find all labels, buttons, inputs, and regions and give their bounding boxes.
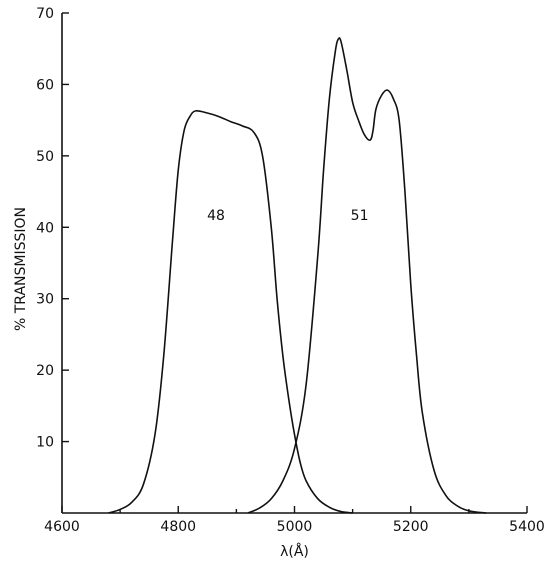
series-line-48 bbox=[108, 109, 353, 514]
y-tick-label: 10 bbox=[36, 435, 54, 451]
y-tick-label: 40 bbox=[36, 220, 54, 236]
x-tick-label: 5400 bbox=[509, 519, 545, 535]
x-axis-label: λ(Å) bbox=[280, 543, 309, 560]
y-tick-label: 30 bbox=[36, 292, 54, 308]
y-axis-label: % TRANSMISSION bbox=[13, 207, 29, 331]
y-tick-label: 60 bbox=[36, 77, 54, 93]
x-tick-label: 5000 bbox=[277, 519, 313, 535]
annotations: 48 51 bbox=[207, 208, 368, 224]
y-tick-label: 50 bbox=[36, 149, 54, 165]
curve-label-51: 51 bbox=[351, 208, 369, 224]
x-tick-label: 4800 bbox=[160, 519, 196, 535]
y-tick-label: 20 bbox=[36, 363, 54, 379]
series-group bbox=[108, 37, 487, 514]
curve-label-48: 48 bbox=[207, 208, 225, 224]
y-tick-label: 70 bbox=[36, 6, 54, 22]
x-tick-label: 5200 bbox=[393, 519, 429, 535]
ticks: 4600 4800 5000 5200 5400 10 20 30 40 50 60 70 bbox=[36, 6, 545, 535]
x-tick-label: 4600 bbox=[44, 519, 80, 535]
series-line-51 bbox=[247, 37, 487, 514]
